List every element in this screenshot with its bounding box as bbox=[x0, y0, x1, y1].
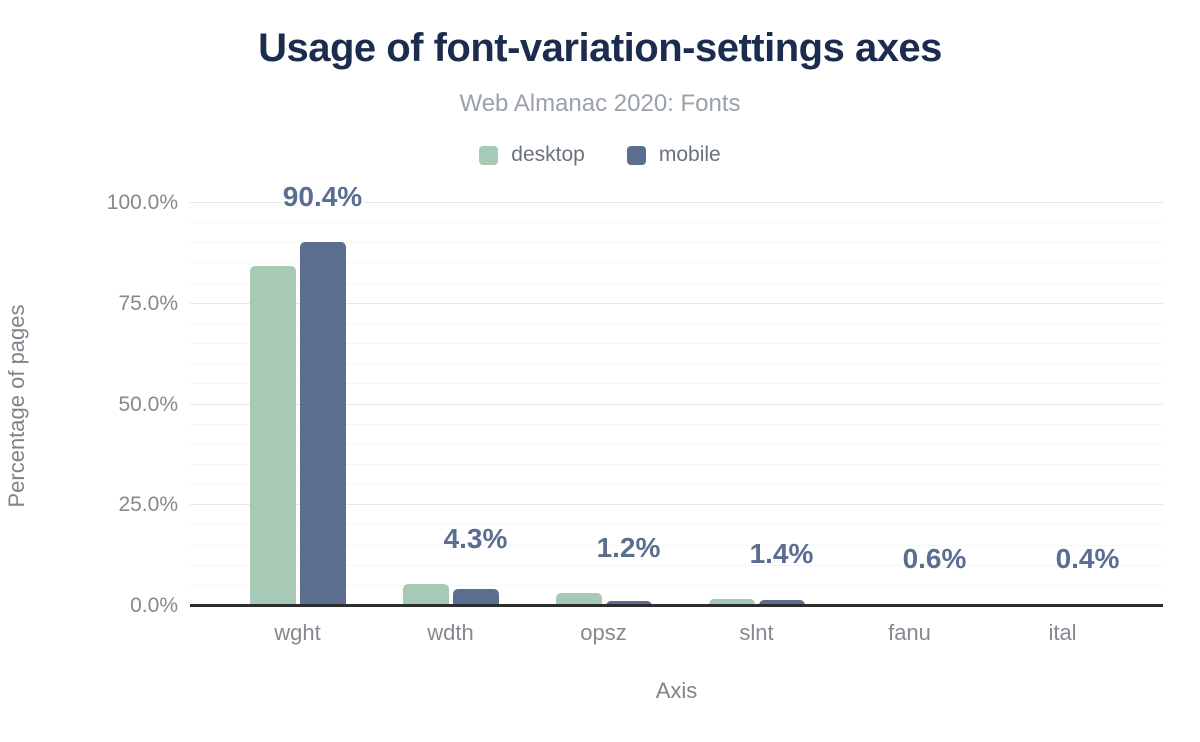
y-tick-label-50: 50.0% bbox=[118, 392, 178, 416]
legend-item-desktop[interactable]: desktop bbox=[479, 143, 585, 167]
gridline-major bbox=[190, 504, 1163, 506]
x-tick-label-wdth: wdth bbox=[427, 620, 474, 645]
y-tick-label-75: 75.0% bbox=[118, 291, 178, 315]
gridline-minor bbox=[190, 322, 1163, 324]
bar-mobile-opsz[interactable] bbox=[605, 601, 652, 606]
gridline-major bbox=[190, 202, 1163, 203]
x-tick-label-slnt: slnt bbox=[739, 620, 774, 645]
gridline-major bbox=[190, 302, 1163, 304]
gridline-minor bbox=[190, 423, 1163, 425]
x-axis-title: Axis bbox=[655, 678, 698, 703]
gridline-minor bbox=[190, 524, 1163, 526]
bar-value-label-slnt: 1.4% bbox=[749, 538, 814, 570]
x-tick-label-fanu: fanu bbox=[888, 620, 931, 645]
gridline-minor bbox=[190, 262, 1163, 264]
gridline-minor bbox=[190, 544, 1163, 546]
gridline-minor bbox=[190, 484, 1163, 486]
bar-desktop-opsz[interactable] bbox=[555, 592, 602, 606]
bar-value-label-fanu: 0.6% bbox=[902, 542, 967, 574]
bar-value-label-wght: 90.4% bbox=[282, 180, 363, 212]
plot-area: 90.4% 4.3% 1.2% 1.4% 0.6% 0.4% bbox=[190, 181, 1163, 607]
y-tick-label-0: 0.0% bbox=[130, 594, 178, 617]
gridline-minor bbox=[190, 443, 1163, 445]
legend-item-mobile[interactable]: mobile bbox=[626, 143, 721, 167]
bar-value-label-ital: 0.4% bbox=[1055, 542, 1120, 574]
bar-mobile-slnt[interactable] bbox=[758, 600, 805, 606]
x-tick-label-ital: ital bbox=[1048, 620, 1077, 645]
bar-desktop-wdth[interactable] bbox=[402, 584, 449, 606]
gridline-major bbox=[190, 403, 1163, 405]
gridline-minor bbox=[190, 343, 1163, 345]
bar-desktop-slnt[interactable] bbox=[708, 599, 755, 606]
legend-swatch-desktop bbox=[479, 145, 499, 165]
chart-title: Usage of font-variation-settings axes bbox=[258, 26, 942, 70]
y-axis-title: Percentage of pages bbox=[4, 304, 29, 508]
legend: desktop mobile bbox=[0, 140, 1200, 170]
gridline-minor bbox=[190, 383, 1163, 385]
y-tick-label-100: 100.0% bbox=[106, 191, 178, 214]
gridline-minor bbox=[190, 222, 1163, 224]
bar-value-label-opsz: 1.2% bbox=[596, 531, 661, 563]
gridline-minor bbox=[190, 242, 1163, 244]
x-tick-label-opsz: opsz bbox=[580, 620, 627, 645]
y-tick-label-25: 25.0% bbox=[118, 493, 178, 517]
bar-desktop-wght[interactable] bbox=[249, 265, 296, 606]
gridline-minor bbox=[190, 282, 1163, 284]
bar-mobile-wght[interactable] bbox=[299, 241, 346, 606]
gridline-minor bbox=[190, 463, 1163, 465]
gridline-minor bbox=[190, 564, 1163, 566]
x-axis-line bbox=[190, 604, 1163, 607]
gridline-minor bbox=[190, 584, 1163, 586]
legend-swatch-mobile bbox=[626, 145, 646, 165]
legend-label-mobile: mobile bbox=[658, 143, 721, 166]
chart-subtitle: Web Almanac 2020: Fonts bbox=[459, 90, 741, 117]
legend-label-desktop: desktop bbox=[511, 143, 585, 166]
gridline-minor bbox=[190, 363, 1163, 365]
x-tick-label-wght: wght bbox=[274, 620, 321, 645]
bar-mobile-wdth[interactable] bbox=[452, 588, 499, 606]
bar-value-label-wdth: 4.3% bbox=[443, 523, 508, 555]
